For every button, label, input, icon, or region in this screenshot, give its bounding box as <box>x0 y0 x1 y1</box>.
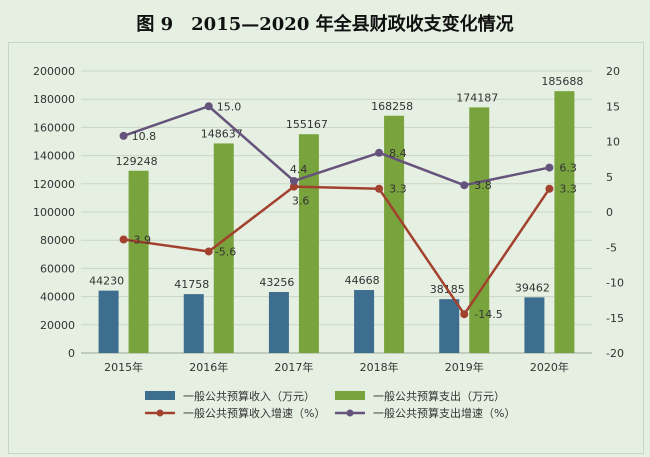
expenditure-growth-point <box>204 102 213 111</box>
bar-expenditure-label: 168258 <box>371 100 413 113</box>
y-tick-label-left: 0 <box>68 347 75 360</box>
revenue-growth-label: -5.6 <box>215 245 236 258</box>
y-tick-label-left: 60000 <box>40 262 75 275</box>
expenditure-growth-point <box>460 181 469 190</box>
revenue-growth-point <box>460 310 469 319</box>
bar-revenue <box>524 297 545 353</box>
bar-expenditure-label: 129248 <box>116 155 158 168</box>
bar-expenditure-label: 174187 <box>456 91 498 104</box>
legend-label-expenditure: 一般公共预算支出（万元） <box>373 389 505 403</box>
bar-revenue-label: 39462 <box>515 281 550 294</box>
expenditure-growth-line <box>123 105 550 187</box>
bar-expenditure <box>469 107 490 353</box>
expenditure-growth-label: 3.8 <box>474 179 492 192</box>
legend-marker-expenditure-growth <box>346 409 354 417</box>
plot-area: 0 20000 40000 60000 80000 100000 120000 140000 1… <box>8 42 644 454</box>
expenditure-growth-label: 10.8 <box>132 130 157 143</box>
y-tick-label-left: 40000 <box>40 291 75 304</box>
y-tick-label-left: 120000 <box>33 178 75 191</box>
bar-expenditure <box>213 143 234 353</box>
y-tick-label-right: 0 <box>606 206 613 219</box>
revenue-growth-label: 3.3 <box>559 183 577 196</box>
y-tick-label-left: 20000 <box>40 319 75 332</box>
bar-revenue <box>183 294 204 353</box>
bar-revenue <box>268 292 289 353</box>
bar-expenditure-label: 155167 <box>286 118 328 131</box>
bar-expenditure-label: 148637 <box>201 127 243 140</box>
y-tick-label-left: 140000 <box>33 150 75 163</box>
legend-marker-revenue-growth <box>156 409 164 417</box>
bar-revenue <box>439 299 460 353</box>
revenue-growth-label: -14.5 <box>474 308 502 321</box>
expenditure-growth-point <box>289 176 298 185</box>
combo-chart: 0 20000 40000 60000 80000 100000 120000 140000 1… <box>33 65 624 420</box>
x-tick-label: 2018年 <box>360 360 399 374</box>
legend-swatch-expenditure <box>335 391 365 400</box>
y-tick-label-left: 100000 <box>33 206 75 219</box>
expenditure-growth-point <box>119 131 128 140</box>
legend-swatch-revenue <box>145 391 175 400</box>
y-tick-label-left: 160000 <box>33 121 75 134</box>
y-tick-label-right: -20 <box>606 347 624 360</box>
bar-expenditure-label: 185688 <box>541 75 583 88</box>
expenditure-growth-label: 15.0 <box>217 100 242 113</box>
expenditure-growth-point <box>545 163 554 172</box>
y-tick-label-left: 200000 <box>33 65 75 78</box>
revenue-growth-point <box>375 184 384 193</box>
bar-revenue-label: 44668 <box>345 274 380 287</box>
y-tick-label-right: 15 <box>606 100 620 113</box>
expenditure-growth-label: 6.3 <box>559 162 577 175</box>
bar-revenue-label: 44230 <box>89 275 124 288</box>
expenditure-growth-label: 4.4 <box>290 163 308 176</box>
bar-expenditure <box>384 115 405 353</box>
y-tick-label-left: 80000 <box>40 234 75 247</box>
legend-label-expenditure-growth: 一般公共预算支出增速（%） <box>373 406 515 420</box>
figure-title-text: 2015—2020 年全县财政收支变化情况 <box>191 14 514 35</box>
figure-title: 图 9 2015—2020 年全县财政收支变化情况 <box>0 10 650 36</box>
legend-label-revenue: 一般公共预算收入（万元） <box>183 389 315 403</box>
bar-revenue-label: 43256 <box>259 276 294 289</box>
y-tick-label-right: -10 <box>606 277 624 290</box>
x-tick-label: 2015年 <box>104 360 143 374</box>
revenue-growth-line <box>123 185 551 316</box>
y-tick-label-right: -15 <box>606 312 624 325</box>
bar-revenue <box>98 290 119 353</box>
bar-revenue <box>354 290 375 353</box>
y-tick-label-right: -5 <box>606 241 617 254</box>
revenue-growth-point <box>289 182 298 191</box>
expenditure-growth-point <box>375 148 384 157</box>
bar-revenue-label: 41758 <box>174 278 209 291</box>
y-tick-label-right: 10 <box>606 136 620 149</box>
revenue-growth-point <box>119 235 128 244</box>
x-tick-label: 2019年 <box>445 360 484 374</box>
x-tick-label: 2016年 <box>189 360 228 374</box>
y-tick-label-left: 180000 <box>33 93 75 106</box>
expenditure-growth-label: 8.4 <box>389 147 407 160</box>
revenue-growth-point <box>204 247 213 256</box>
revenue-growth-label: 3.6 <box>292 195 310 208</box>
bar-expenditure <box>128 170 149 353</box>
x-tick-label: 2020年 <box>530 360 569 374</box>
x-tick-label: 2017年 <box>274 360 313 374</box>
y-tick-label-right: 20 <box>606 65 620 78</box>
bar-expenditure <box>554 91 575 353</box>
figure-number: 图 9 <box>136 14 174 35</box>
y-tick-label-right: 5 <box>606 171 613 184</box>
revenue-growth-label: 3.3 <box>389 183 407 196</box>
bar-expenditure <box>298 134 319 353</box>
revenue-growth-point <box>545 184 554 193</box>
revenue-growth-label: -3.9 <box>130 233 151 246</box>
legend-label-revenue-growth: 一般公共预算收入增速（%） <box>183 406 325 420</box>
